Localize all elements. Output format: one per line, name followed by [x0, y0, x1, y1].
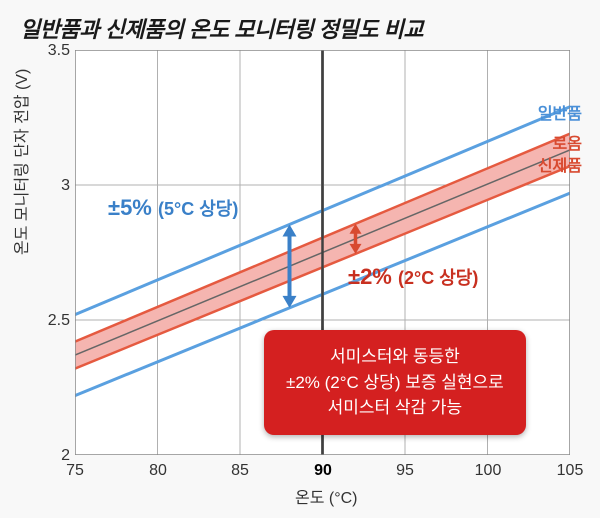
ytick-3p0: 3: [30, 177, 70, 195]
ytick-3p5: 3.5: [30, 42, 70, 60]
xtick-85: 85: [220, 462, 260, 480]
xtick-90: 90: [303, 462, 343, 480]
callout-line3: 서미스터 삭감 가능: [286, 395, 504, 421]
annotation-pm2: ±2% (2°C 상당): [348, 264, 478, 290]
pm5-main: ±5%: [108, 195, 152, 220]
legend-inner-l2: 신제품: [538, 152, 582, 176]
pm5-sub: (5°C 상당): [158, 199, 238, 219]
xtick-100: 100: [468, 462, 508, 480]
pm2-sub: (2°C 상당): [398, 268, 478, 288]
legend-outer: 일반품: [538, 100, 582, 124]
chart-title: 일반품과 신제품의 온도 모니터링 정밀도 비교: [0, 0, 600, 44]
callout-line2: ±2% (2°C 상당) 보증 실현으로: [286, 370, 504, 396]
xtick-105: 105: [550, 462, 590, 480]
chart-container: 일반품과 신제품의 온도 모니터링 정밀도 비교 온도 모니터링 단자 전압 (…: [0, 0, 600, 518]
pm2-main: ±2%: [348, 264, 392, 289]
x-axis-label: 온도 (°C): [295, 484, 358, 508]
annotation-pm5: ±5% (5°C 상당): [108, 195, 238, 221]
xtick-95: 95: [385, 462, 425, 480]
ytick-2p5: 2.5: [30, 312, 70, 330]
xtick-80: 80: [138, 462, 178, 480]
callout-box: 서미스터와 동등한 ±2% (2°C 상당) 보증 실현으로 서미스터 삭감 가…: [264, 330, 526, 435]
y-axis-label: 온도 모니터링 단자 전압 (V): [8, 69, 32, 255]
callout-line1: 서미스터와 동등한: [286, 344, 504, 370]
xtick-75: 75: [55, 462, 95, 480]
legend-inner-l1: 로옴: [553, 130, 582, 154]
